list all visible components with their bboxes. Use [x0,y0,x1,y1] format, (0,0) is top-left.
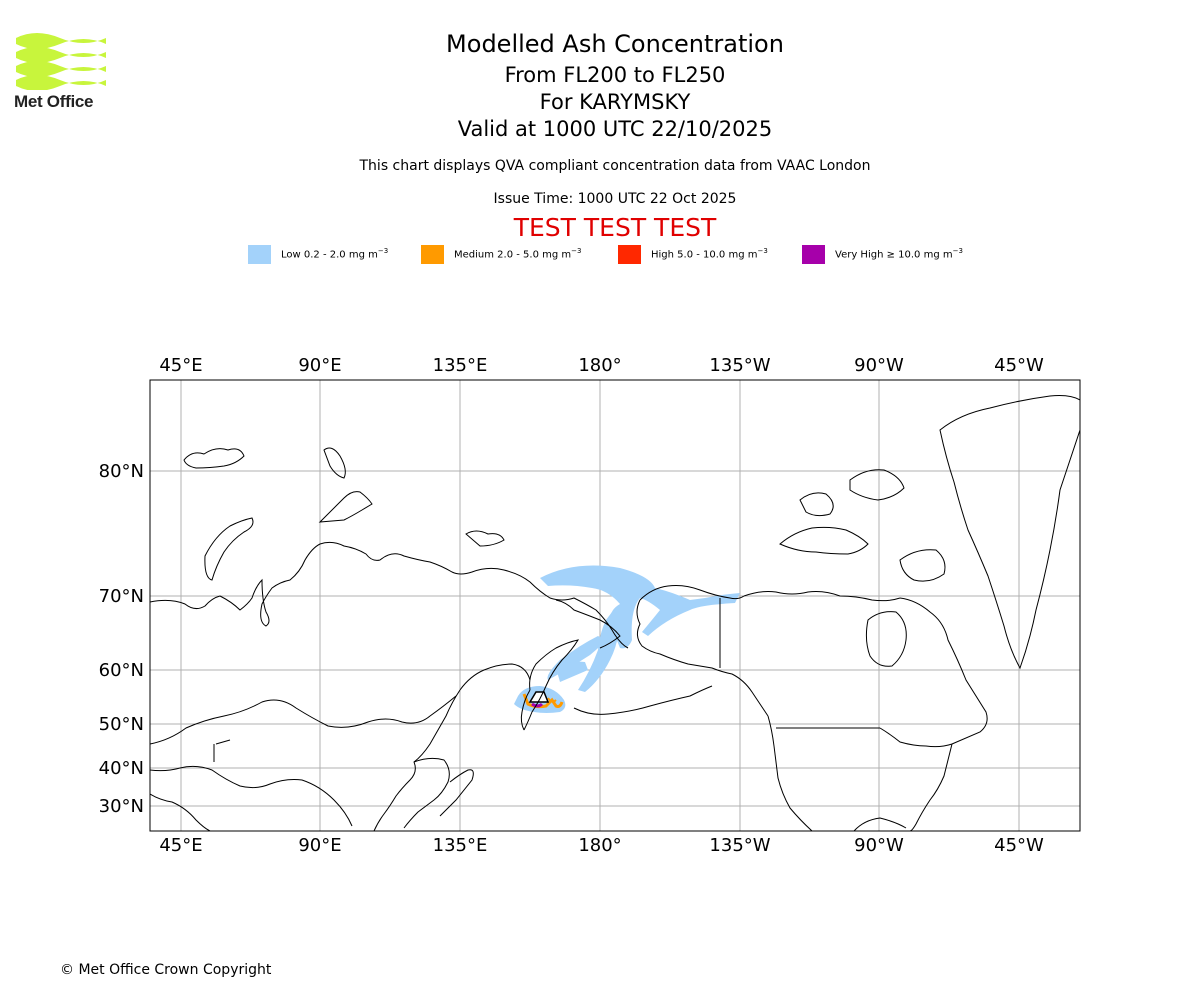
lon-label: 135°E [433,355,488,376]
lon-labels-bottom: 45°E 90°E 135°E 180° 135°W 90°W 45°W [159,835,1044,856]
copyright-notice: © Met Office Crown Copyright [60,962,272,978]
legend-swatch-low [248,244,271,264]
lat-label: 30°N [99,796,144,817]
lon-label: 45°E [159,835,202,856]
legend-swatch-high [618,244,641,264]
lat-label: 70°N [99,586,144,607]
lat-label: 50°N [99,714,144,735]
lon-labels-top: 45°E 90°E 135°E 180° 135°W 90°W 45°W [159,355,1044,376]
legend-swatch-medium [421,244,444,264]
met-office-waves-icon [16,33,106,91]
issue-time: Issue Time: 1000 UTC 22 Oct 2025 [493,191,737,207]
lon-label: 135°W [709,355,770,376]
lon-label: 90°W [854,835,904,856]
lat-label: 40°N [99,758,144,779]
lat-label: 80°N [99,461,144,482]
lon-label: 180° [578,355,621,376]
chart-title: Modelled Ash Concentration [446,30,784,58]
legend-swatch-very-high [802,244,825,264]
ash-plume-very-high [531,702,544,708]
legend-item-high: High 5.0 - 10.0 mg m−3 [618,244,768,264]
ash-plume-low [514,565,740,713]
lon-label: 90°E [298,355,341,376]
lat-label: 60°N [99,660,144,681]
valid-time: Valid at 1000 UTC 22/10/2025 [457,117,773,141]
flight-level-range: From FL200 to FL250 [504,63,726,87]
lon-label: 45°W [994,355,1044,376]
legend-label-high: High 5.0 - 10.0 mg m−3 [651,247,768,261]
lon-label: 90°E [298,835,341,856]
map-gridlines [150,380,1080,831]
volcano-name: For KARYMSKY [539,90,691,114]
karymsky-source-marker [528,691,550,703]
chart-description: This chart displays QVA compliant concen… [359,158,871,174]
logo-text: Met Office [14,92,94,111]
met-office-logo: Met Office [14,30,108,112]
lon-label: 90°W [854,355,904,376]
map-frame [149,379,1081,832]
legend-item-medium: Medium 2.0 - 5.0 mg m−3 [421,244,581,264]
legend-label-low: Low 0.2 - 2.0 mg m−3 [281,247,389,261]
lon-label: 135°W [709,835,770,856]
test-banner: TEST TEST TEST [513,213,717,242]
lon-label: 45°E [159,355,202,376]
legend-label-medium: Medium 2.0 - 5.0 mg m−3 [454,247,582,261]
legend-item-very-high: Very High ≥ 10.0 mg m−3 [802,244,963,264]
coastlines [150,395,1080,831]
lon-label: 180° [578,835,621,856]
lat-labels: 80°N 70°N 60°N 50°N 40°N 30°N [99,461,144,817]
legend-item-low: Low 0.2 - 2.0 mg m−3 [248,244,388,264]
lon-label: 45°W [994,835,1044,856]
legend-label-very-high: Very High ≥ 10.0 mg m−3 [835,247,963,261]
lon-label: 135°E [433,835,488,856]
